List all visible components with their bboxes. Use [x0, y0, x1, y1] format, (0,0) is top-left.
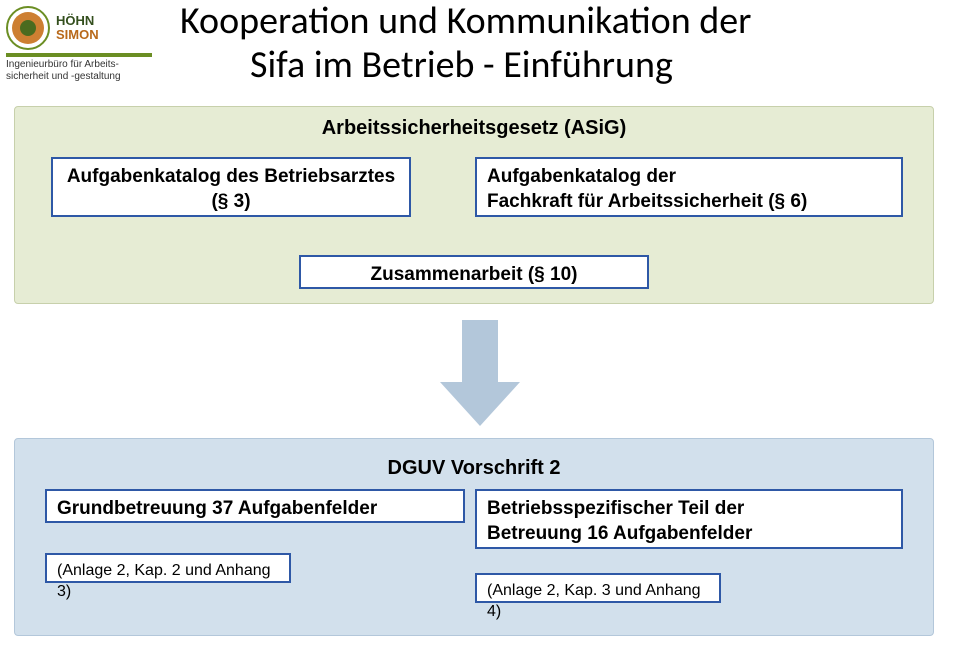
- panel-asig-heading: Arbeitssicherheitsgesetz (ASiG): [15, 117, 933, 140]
- logo-top: HÖHN SIMON: [6, 6, 156, 50]
- arrow-head-icon: [440, 382, 520, 426]
- box-ba-l2: (§ 3): [63, 190, 399, 215]
- box-betriebsspezifisch: Betriebsspezifischer Teil der Betreuung …: [475, 489, 903, 549]
- box-fasi-l1: Aufgabenkatalog der: [487, 165, 891, 190]
- panel-asig: Arbeitssicherheitsgesetz (ASiG) Aufgaben…: [14, 106, 934, 304]
- box-zusammenarbeit: Zusammenarbeit (§ 10): [299, 255, 649, 289]
- panel-dguv: DGUV Vorschrift 2 Grundbetreuung 37 Aufg…: [14, 438, 934, 636]
- box-betrieb-l2: Betreuung 16 Aufgabenfelder: [487, 522, 891, 547]
- title-line2: Sifa im Betrieb - Einführung: [180, 42, 673, 88]
- logo: HÖHN SIMON Ingenieurbüro für Arbeits- si…: [6, 6, 156, 84]
- box-fachkraft: Aufgabenkatalog der Fachkraft für Arbeit…: [475, 157, 903, 217]
- arrow-stem: [462, 320, 498, 382]
- logo-icon: [6, 6, 50, 50]
- box-betrieb-l1: Betriebsspezifischer Teil der: [487, 497, 891, 522]
- logo-sub-l2: sicherheit und -gestaltung: [6, 71, 156, 83]
- box-anlage-right: (Anlage 2, Kap. 3 und Anhang 4): [475, 573, 721, 603]
- logo-sub-l1: Ingenieurbüro für Arbeits-: [6, 59, 156, 71]
- box-grundbetreuung: Grundbetreuung 37 Aufgabenfelder: [45, 489, 465, 523]
- logo-names: HÖHN SIMON: [56, 14, 99, 41]
- page-title: Kooperation und Kommunikation der Sifa i…: [180, 0, 940, 87]
- logo-divider: [6, 53, 152, 57]
- box-fasi-l2: Fachkraft für Arbeitssicherheit (§ 6): [487, 190, 891, 215]
- logo-subtitle: Ingenieurbüro für Arbeits- sicherheit un…: [6, 59, 156, 82]
- logo-name-2: SIMON: [56, 28, 99, 42]
- box-anlage-left: (Anlage 2, Kap. 2 und Anhang 3): [45, 553, 291, 583]
- logo-name-1: HÖHN: [56, 14, 99, 28]
- title-line1: Kooperation und Kommunikation der: [180, 0, 751, 44]
- box-ba-l1: Aufgabenkatalog des Betriebsarztes: [63, 165, 399, 190]
- panel-dguv-heading: DGUV Vorschrift 2: [15, 457, 933, 480]
- arrow-down: [440, 320, 520, 430]
- box-betriebsarzt: Aufgabenkatalog des Betriebsarztes (§ 3): [51, 157, 411, 217]
- slide: HÖHN SIMON Ingenieurbüro für Arbeits- si…: [0, 0, 960, 656]
